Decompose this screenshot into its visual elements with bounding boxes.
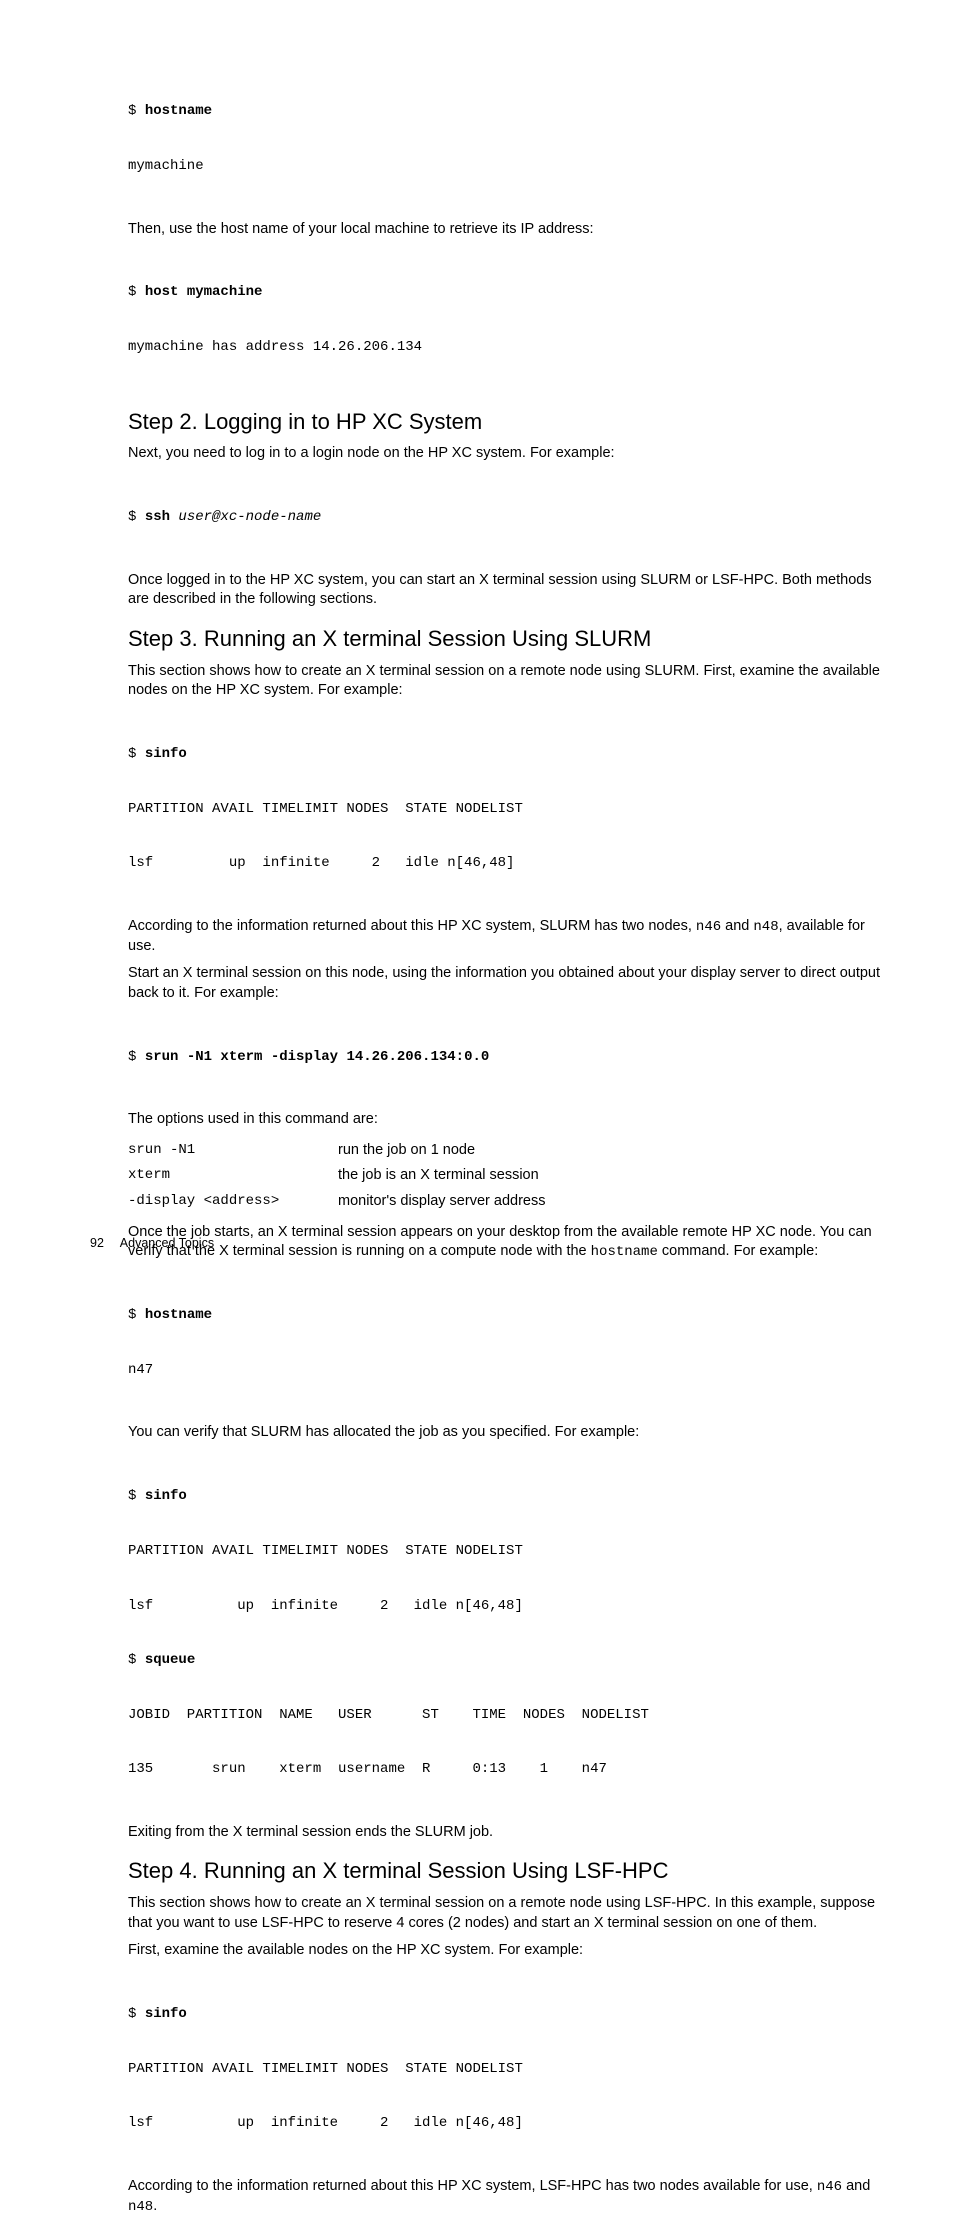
prompt: $ xyxy=(128,1307,145,1323)
code-block-ssh: $ ssh user@xc-node-name xyxy=(128,472,888,563)
paragraph: Exiting from the X terminal session ends… xyxy=(128,1823,888,1843)
paragraph: Next, you need to log in to a login node… xyxy=(128,444,888,464)
command: sinfo xyxy=(145,2006,187,2022)
paragraph: This section shows how to create an X te… xyxy=(128,1894,888,1933)
option-desc: run the job on 1 node xyxy=(338,1138,545,1164)
paragraph: The options used in this command are: xyxy=(128,1110,888,1130)
options-table: srun -N1run the job on 1 node xtermthe j… xyxy=(128,1138,545,1215)
prompt: $ xyxy=(128,746,145,762)
output-line: mymachine xyxy=(128,157,888,175)
output-line: JOBID PARTITION NAME USER ST TIME NODES … xyxy=(128,1706,888,1724)
footer-title: Advanced Topics xyxy=(120,1236,214,1250)
prompt: $ xyxy=(128,509,145,525)
output-line: mymachine has address 14.26.206.134 xyxy=(128,338,888,356)
paragraph: Once logged in to the HP XC system, you … xyxy=(128,571,888,610)
output-line: PARTITION AVAIL TIMELIMIT NODES STATE NO… xyxy=(128,2060,888,2078)
option-code: -display <address> xyxy=(128,1189,338,1215)
heading-step4: Step 4. Running an X terminal Session Us… xyxy=(128,1856,888,1886)
prompt: $ xyxy=(128,284,145,300)
paragraph: According to the information returned ab… xyxy=(128,2177,888,2217)
inline-code: n46 xyxy=(817,2179,842,2195)
heading-step2: Step 2. Logging in to HP XC System xyxy=(128,407,888,437)
prompt: $ xyxy=(128,1652,145,1668)
code-block-sinfo2: $ sinfo PARTITION AVAIL TIMELIMIT NODES … xyxy=(128,1969,888,2169)
output-line: PARTITION AVAIL TIMELIMIT NODES STATE NO… xyxy=(128,800,888,818)
table-row: -display <address>monitor's display serv… xyxy=(128,1189,545,1215)
output-line: lsf up infinite 2 idle n[46,48] xyxy=(128,1597,888,1615)
inline-code: n48 xyxy=(128,2199,153,2215)
prompt: $ xyxy=(128,1049,145,1065)
inline-code: n46 xyxy=(696,919,721,935)
paragraph: Once the job starts, an X terminal sessi… xyxy=(128,1223,888,1262)
code-block-hostname: $ hostname mymachine xyxy=(128,66,888,212)
output-line: n47 xyxy=(128,1361,888,1379)
code-block-sinfo: $ sinfo PARTITION AVAIL TIMELIMIT NODES … xyxy=(128,709,888,909)
command-arg: user@xc-node-name xyxy=(178,509,321,525)
table-row: srun -N1run the job on 1 node xyxy=(128,1138,545,1164)
output-line: PARTITION AVAIL TIMELIMIT NODES STATE NO… xyxy=(128,1542,888,1560)
command: host mymachine xyxy=(145,284,263,300)
paragraph: According to the information returned ab… xyxy=(128,917,888,956)
option-code: xterm xyxy=(128,1163,338,1189)
paragraph: This section shows how to create an X te… xyxy=(128,662,888,701)
table-row: xtermthe job is an X terminal session xyxy=(128,1163,545,1189)
command: hostname xyxy=(145,1307,212,1323)
command: srun -N1 xterm -display 14.26.206.134:0.… xyxy=(145,1049,489,1065)
inline-code: n48 xyxy=(753,919,778,935)
option-desc: monitor's display server address xyxy=(338,1189,545,1215)
prompt: $ xyxy=(128,103,145,119)
page-number: 92 xyxy=(90,1236,117,1250)
paragraph: Then, use the host name of your local ma… xyxy=(128,220,888,240)
output-line: lsf up infinite 2 idle n[46,48] xyxy=(128,854,888,872)
prompt: $ xyxy=(128,1488,145,1504)
command: sinfo xyxy=(145,746,187,762)
command: squeue xyxy=(145,1652,195,1668)
page-content: $ hostname mymachine Then, use the host … xyxy=(0,0,954,2217)
heading-step3: Step 3. Running an X terminal Session Us… xyxy=(128,624,888,654)
code-block-hostname2: $ hostname n47 xyxy=(128,1270,888,1416)
inline-code: hostname xyxy=(591,1244,658,1260)
paragraph: Start an X terminal session on this node… xyxy=(128,964,888,1003)
option-desc: the job is an X terminal session xyxy=(338,1163,545,1189)
output-line: 135 srun xterm username R 0:13 1 n47 xyxy=(128,1760,888,1778)
command: hostname xyxy=(145,103,212,119)
code-block-srun: $ srun -N1 xterm -display 14.26.206.134:… xyxy=(128,1011,888,1102)
output-line: lsf up infinite 2 idle n[46,48] xyxy=(128,2114,888,2132)
paragraph: You can verify that SLURM has allocated … xyxy=(128,1423,888,1443)
command: sinfo xyxy=(145,1488,187,1504)
option-code: srun -N1 xyxy=(128,1138,338,1164)
page-footer: 92 Advanced Topics xyxy=(90,1236,214,1250)
code-block-sinfo-squeue: $ sinfo PARTITION AVAIL TIMELIMIT NODES … xyxy=(128,1451,888,1815)
command: ssh xyxy=(145,509,179,525)
paragraph: First, examine the available nodes on th… xyxy=(128,1941,888,1961)
code-block-host: $ host mymachine mymachine has address 1… xyxy=(128,247,888,393)
prompt: $ xyxy=(128,2006,145,2022)
